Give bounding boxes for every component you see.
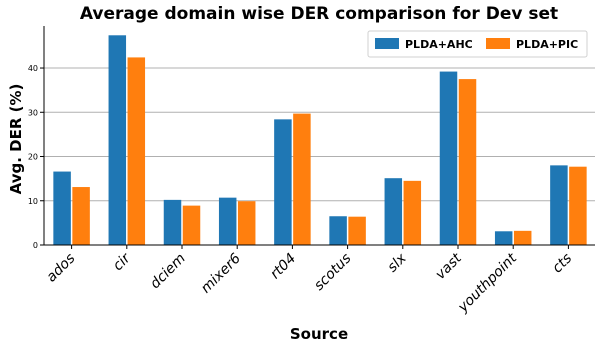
bar-plda-ahc-vast bbox=[439, 71, 458, 245]
x-tick-label: dciem bbox=[147, 251, 189, 293]
bar-plda-pic-cts bbox=[569, 166, 587, 245]
y-tick-label: 40 bbox=[28, 64, 38, 73]
legend-label-0: PLDA+AHC bbox=[405, 38, 473, 51]
y-ticks: 0 10 20 30 40 bbox=[28, 64, 44, 250]
legend-swatch-1 bbox=[486, 38, 510, 49]
legend-swatch-0 bbox=[375, 38, 399, 49]
legend-label-1: PLDA+PIC bbox=[516, 38, 578, 51]
bar-plda-pic-slx bbox=[403, 180, 422, 245]
y-tick-label: 30 bbox=[28, 108, 38, 117]
bar-plda-ahc-scotus bbox=[329, 216, 347, 245]
x-tick-label: slx bbox=[385, 250, 411, 276]
bar-plda-pic-vast bbox=[458, 79, 477, 245]
y-tick-label: 0 bbox=[33, 241, 38, 250]
legend: PLDA+AHC PLDA+PIC bbox=[367, 30, 588, 58]
x-tick-label: cir bbox=[110, 250, 134, 274]
bar-plda-pic-ados bbox=[72, 187, 90, 245]
bar-plda-ahc-rt04 bbox=[274, 119, 292, 245]
x-axis-label: Source bbox=[290, 325, 348, 343]
y-axis-label: Avg. DER (%) bbox=[7, 84, 25, 195]
x-tick-label: vast bbox=[433, 250, 466, 283]
bar-plda-ahc-cts bbox=[550, 165, 568, 245]
bar-plda-ahc-mixer6 bbox=[218, 197, 237, 245]
bar-plda-pic-mixer6 bbox=[237, 201, 256, 245]
bar-plda-pic-cir bbox=[127, 57, 146, 245]
bar-plda-ahc-slx bbox=[384, 178, 403, 245]
y-tick-label: 10 bbox=[28, 197, 38, 206]
x-tick-label: ados bbox=[44, 251, 79, 286]
bar-plda-ahc-ados bbox=[53, 171, 71, 245]
bars-group bbox=[53, 35, 587, 245]
bar-plda-ahc-dciem bbox=[163, 199, 182, 245]
y-tick-label: 20 bbox=[28, 153, 38, 162]
axes-group bbox=[43, 26, 595, 246]
legend-frame bbox=[367, 30, 588, 58]
bar-plda-ahc-youthpoint bbox=[494, 231, 513, 245]
grid-lines bbox=[44, 67, 595, 202]
x-tick-label: rt04 bbox=[267, 251, 299, 283]
x-tick-label: cts bbox=[549, 251, 575, 277]
bar-plda-pic-scotus bbox=[348, 216, 366, 245]
bar-plda-ahc-cir bbox=[108, 35, 127, 245]
bar-plda-pic-rt04 bbox=[293, 113, 311, 245]
x-tick-label: mixer6 bbox=[198, 250, 244, 296]
chart-title: Average domain wise DER comparison for D… bbox=[80, 4, 558, 24]
bar-plda-pic-youthpoint bbox=[513, 230, 532, 245]
x-ticks: ados cir dciem mixer6 rt04 scotus slx vastyouth… bbox=[44, 245, 575, 316]
x-tick-label: scotus bbox=[311, 251, 354, 294]
bar-plda-pic-dciem bbox=[182, 205, 201, 245]
x-tick-label: youthpoint bbox=[454, 250, 520, 316]
